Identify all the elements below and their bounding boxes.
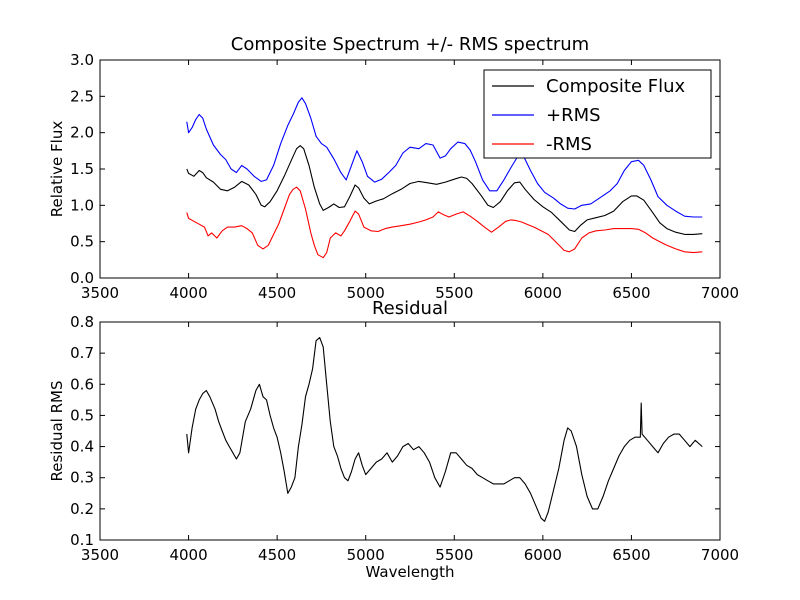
x-tick-label: 4500 [258,284,296,302]
y-tick-label: 1.5 [70,160,94,178]
y-tick-label: 0.7 [70,344,94,362]
legend-box [483,69,712,159]
x-tick-label: 5500 [435,546,473,564]
y-tick-label: 0.5 [70,233,94,251]
composite-spectrum-panel: Composite Spectrum +/- RMS spectrum Rela… [48,34,739,302]
y-tick-label: 0.1 [70,531,94,549]
legend-label-composite-flux: Composite Flux [546,76,686,97]
x-tick-label: 7000 [701,284,739,302]
plot-frame [99,321,721,541]
series-line-rms [186,186,703,259]
x-tick-label: 6500 [612,284,650,302]
x-tick-label: 5000 [347,284,385,302]
x-tick-label: 3500 [81,546,119,564]
series-group [186,337,703,522]
plot-frame [99,59,721,279]
y-tick-label: 0.5 [70,406,94,424]
residual-panel: Residual Residual RMS Wavelength 3500 400… [48,298,739,581]
x-tick-label: 4500 [258,546,296,564]
x-tick-label: 5000 [347,546,385,564]
y-axis-label: Relative Flux [48,121,66,218]
legend: Composite Flux +RMS -RMS [483,69,712,159]
x-tick-label: 3500 [81,284,119,302]
x-tick-label: 6000 [524,546,562,564]
series-line-rms [186,97,703,218]
x-tick-label: 7000 [701,546,739,564]
series-group [186,97,703,259]
legend-label-minus-rms: -RMS [546,134,592,155]
x-tick-label: 4000 [169,284,207,302]
y-tick-label: 0.0 [70,269,94,287]
y-tick-label: 1.0 [70,196,94,214]
x-tick-label: 6500 [612,546,650,564]
x-tick-label: 6000 [524,284,562,302]
x-tick-label: 4000 [169,546,207,564]
y-tick-label: 3.0 [70,51,94,69]
x-tick-label: 5500 [435,284,473,302]
series-line-residual [186,337,703,522]
y-tick-label: 2.0 [70,124,94,142]
y-tick-label: 2.5 [70,87,94,105]
series-line-composite-flux [186,145,703,235]
y-tick-label: 0.2 [70,500,94,518]
y-tick-label: 0.4 [70,438,94,456]
chart-title: Residual [372,298,448,319]
y-axis-label: Residual RMS [48,380,66,481]
tick-group: 3500 4000 4500 5000 5500 6000 6500 7000 0.0 0.5 1.… [70,51,739,302]
tick-group: 3500 4000 4500 5000 5500 6000 6500 7000 0.1 0.2 0.… [70,313,739,564]
y-tick-label: 0.8 [70,313,94,331]
chart-title: Composite Spectrum +/- RMS spectrum [231,34,589,55]
y-tick-label: 0.6 [70,375,94,393]
legend-label-plus-rms: +RMS [546,105,601,126]
x-axis-label: Wavelength [366,563,455,581]
y-tick-label: 0.3 [70,469,94,487]
